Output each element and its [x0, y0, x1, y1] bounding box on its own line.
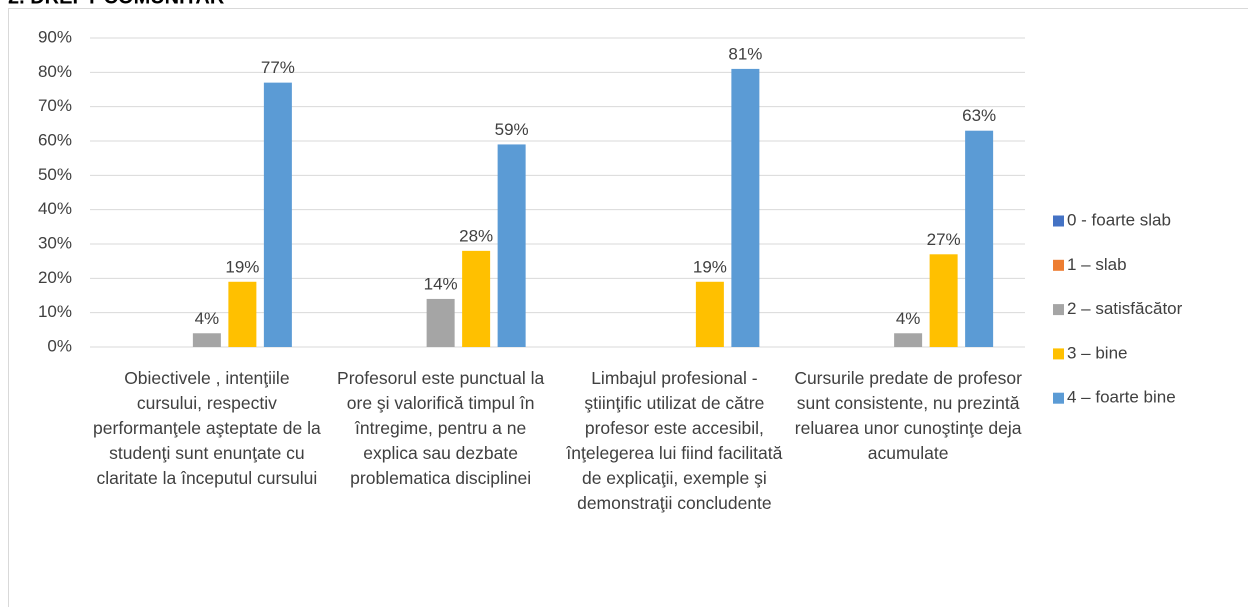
legend-label: 3 – bine: [1067, 343, 1128, 362]
x-tick-label: Limbajul profesional - ştiinţific utiliz…: [566, 368, 783, 513]
data-label: 77%: [261, 58, 295, 77]
data-label: 19%: [693, 257, 727, 276]
bar: [731, 68, 760, 348]
y-tick-label: 90%: [38, 27, 72, 46]
legend-swatch: [1053, 304, 1064, 316]
data-label: 28%: [459, 226, 493, 245]
legend-label: 2 – satisfăcător: [1067, 299, 1183, 318]
bar: [462, 250, 491, 347]
data-label: 59%: [495, 120, 529, 139]
data-label: 4%: [896, 309, 921, 328]
x-tick-label: Obiectivele , intenţiile cursului, respe…: [93, 368, 321, 488]
bar: [894, 333, 923, 347]
y-tick-label: 20%: [38, 268, 72, 287]
legend-swatch: [1053, 348, 1064, 360]
data-label: 63%: [962, 106, 996, 125]
legend-swatch: [1053, 215, 1064, 227]
x-tick-label: Profesorul este punctual la ore şi valor…: [337, 368, 545, 488]
legend-label: 1 – slab: [1067, 255, 1127, 274]
chart-title: 2. DREPT COMUNITAR: [8, 0, 225, 8]
x-tick-label: Cursurile predate de profesor sunt consi…: [794, 368, 1022, 463]
data-label: 14%: [424, 274, 458, 293]
y-tick-label: 10%: [38, 302, 72, 321]
y-tick-label: 80%: [38, 62, 72, 81]
bar: [426, 298, 455, 347]
bar: [695, 281, 724, 347]
bar: [192, 333, 221, 347]
data-label: 4%: [195, 309, 220, 328]
bar: [929, 254, 958, 347]
y-tick-label: 60%: [38, 130, 72, 149]
data-label: 81%: [728, 44, 762, 63]
bar: [965, 130, 994, 347]
y-tick-label: 50%: [38, 165, 72, 184]
y-tick-label: 30%: [38, 233, 72, 252]
y-tick-label: 70%: [38, 96, 72, 115]
legend-swatch: [1053, 392, 1064, 404]
bar: [497, 144, 526, 347]
legend-label: 4 – foarte bine: [1067, 388, 1176, 407]
y-tick-label: 40%: [38, 199, 72, 218]
legend-swatch: [1053, 259, 1064, 271]
bar: [228, 281, 257, 347]
bar: [263, 82, 292, 347]
y-tick-label: 0%: [47, 336, 72, 355]
data-label: 27%: [927, 230, 961, 249]
data-label: 19%: [225, 257, 259, 276]
legend-label: 0 - foarte slab: [1067, 210, 1171, 229]
